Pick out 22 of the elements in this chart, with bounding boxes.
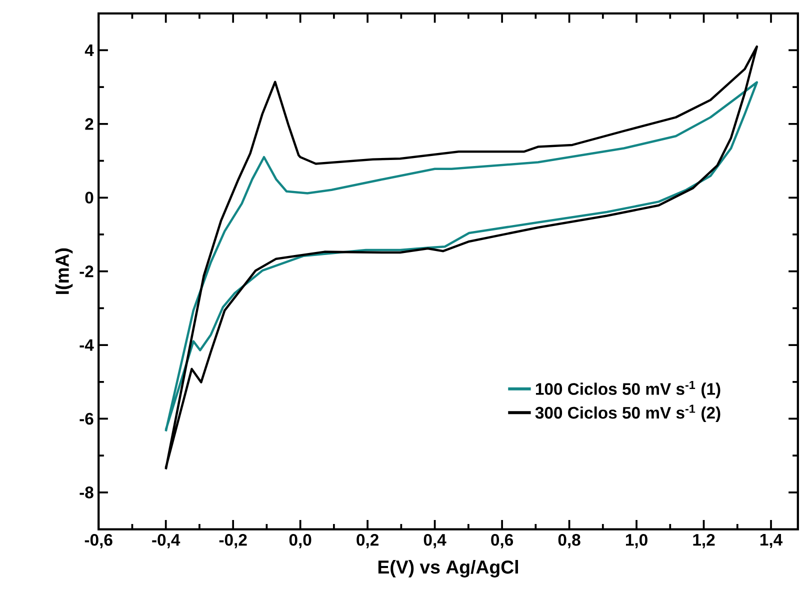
y-tick-label: -8: [80, 486, 94, 498]
y-axis-title: I(mA): [55, 248, 73, 294]
x-tick-label: 1,0: [626, 534, 648, 548]
y-tick-label: -2: [80, 266, 94, 278]
x-axis-title: E(V) vs Ag/AgCl: [378, 560, 518, 578]
x-tick-label: 1,2: [693, 534, 715, 548]
x-tick-label: -0,2: [219, 534, 247, 548]
x-tick-label: 1,4: [760, 534, 783, 548]
x-tick-label: 0,6: [491, 534, 514, 548]
y-tick-label: 2: [85, 118, 94, 130]
y-tick-label: 0: [85, 192, 94, 204]
legend-label: 100 Ciclos 50 mV s$^{-1}$ (1): [536, 380, 720, 398]
x-tick-label: 0,0: [289, 534, 312, 548]
x-tick-label: -0,6: [84, 534, 112, 548]
x-tick-label: -0,4: [152, 534, 180, 548]
y-tick-label: -6: [80, 412, 94, 425]
x-tick-label: 0,2: [356, 534, 378, 548]
x-tick-label: 0,4: [424, 534, 446, 548]
y-tick-label: -4: [80, 339, 94, 351]
y-tick-label: 4: [84, 44, 94, 56]
legend-label: 300 Ciclos 50 mV s$^{-1}$ (2): [535, 404, 720, 422]
x-tick-label: 0,8: [558, 534, 580, 548]
